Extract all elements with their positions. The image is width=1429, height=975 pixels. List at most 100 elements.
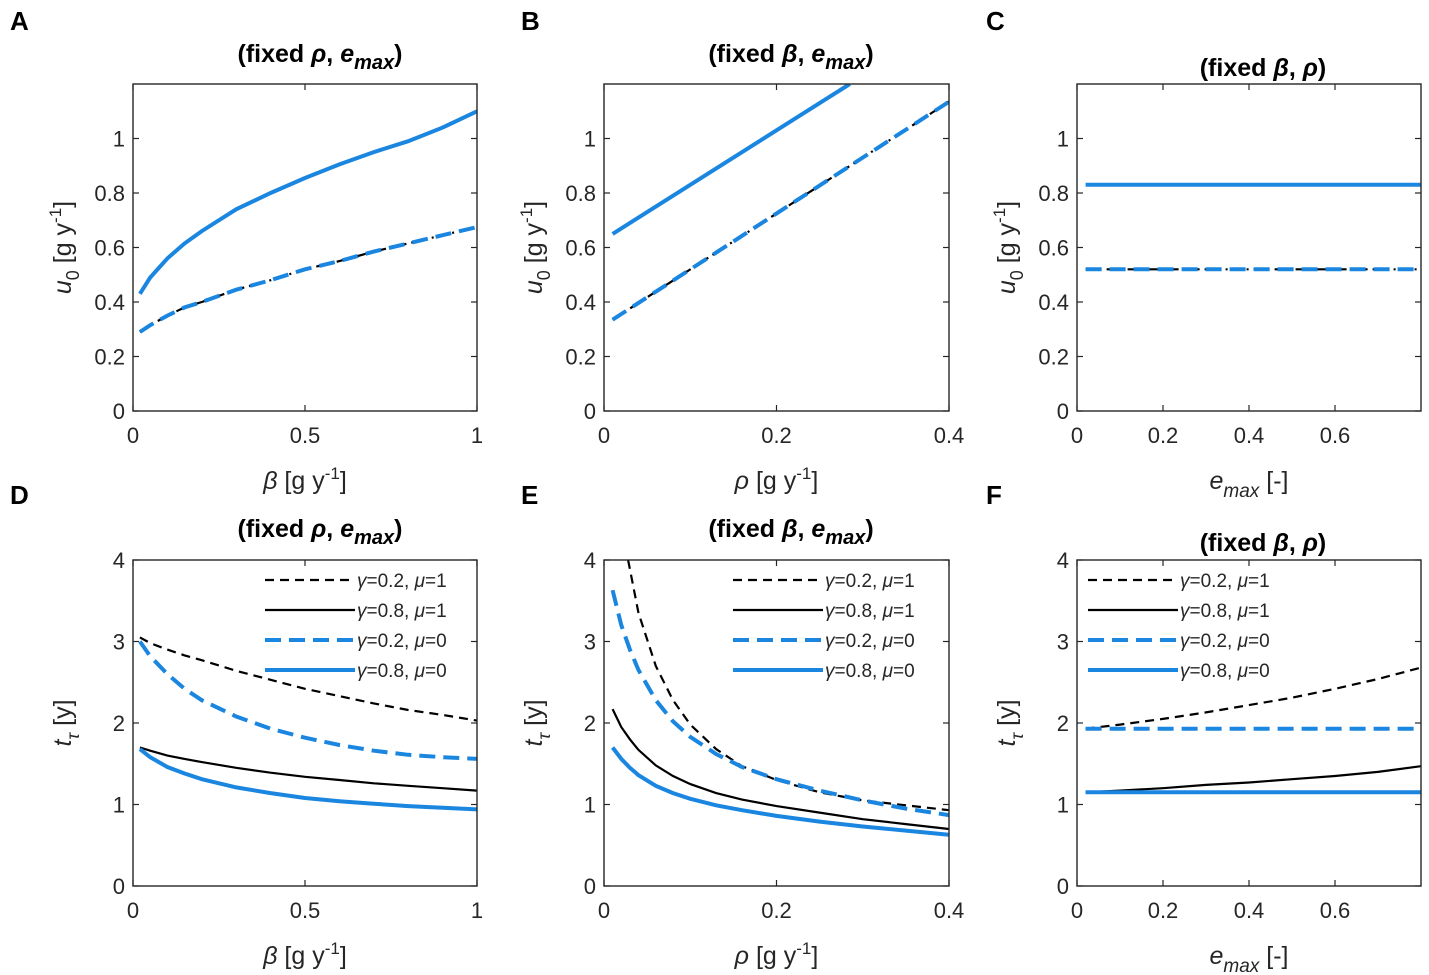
series-line-1 [611, 84, 851, 236]
x-tick-label: 0.2 [1148, 898, 1179, 923]
y-tick-label: 0 [113, 874, 125, 899]
series-line-1 [1085, 666, 1421, 730]
legend-label: γ=0.8, μ=1 [1180, 601, 1270, 622]
y-axis-label: u0 [g y-1] [990, 201, 1027, 294]
y-tick-label: 0.6 [1038, 236, 1069, 261]
panel-A: A (fixed ρ, emax) 0 0.5 1 0 0.2 0.4 0.6 0.8 1 β [g … [10, 6, 483, 495]
y-tick-label: 1 [1057, 127, 1069, 152]
chart-title: (fixed β, emax) [708, 515, 873, 549]
y-tick-label: 0.6 [94, 236, 125, 261]
legend-label: γ=0.8, μ=1 [357, 601, 447, 622]
x-tick-label: 0.2 [761, 898, 792, 923]
series-line-4 [138, 747, 477, 812]
x-tick-label: 0.4 [1234, 898, 1265, 923]
x-tick-label: 0 [1071, 898, 1083, 923]
x-axis-label: β [g y-1] [262, 464, 347, 495]
y-axis-label-group: tτ [y] [520, 699, 554, 746]
y-tick-label: 0 [1057, 399, 1069, 424]
x-tick-label: 0.4 [934, 423, 965, 448]
x-axis-label: β [g y-1] [262, 939, 347, 970]
series-line-3 [138, 640, 477, 761]
y-axis-label: tτ [y] [520, 699, 554, 746]
legend-label: γ=0.2, μ=0 [1180, 631, 1270, 652]
y-tick-label: 0.8 [565, 181, 596, 206]
x-axis-label: ρ [g y-1] [734, 939, 819, 970]
y-tick-label: 1 [584, 127, 596, 152]
legend-label: γ=0.2, μ=1 [357, 571, 447, 592]
y-tick-label: 0.2 [565, 345, 596, 370]
legend-label: γ=0.8, μ=0 [1180, 661, 1270, 682]
legend-label: γ=0.2, μ=0 [825, 631, 915, 652]
y-tick-label: 1 [113, 127, 125, 152]
panel-C: C (fixed β, ρ) 0 0.2 0.4 0.6 0 0.2 0.4 0.6 0.8 1 ema… [986, 6, 1422, 502]
y-tick-label: 0.2 [1038, 345, 1069, 370]
y-axis-label: u0 [g y-1] [517, 201, 554, 294]
series-line-2 [612, 100, 949, 321]
y-tick-label: 0.8 [1038, 181, 1069, 206]
y-tick-label: 3 [1057, 630, 1069, 655]
series-line-4 [611, 746, 949, 837]
y-tick-label: 0 [1057, 874, 1069, 899]
panel-D: D (fixed ρ, emax) 0 0.5 1 0 1 2 3 4 β [g y-1] tτ [y… [10, 480, 483, 970]
y-tick-label: 2 [1057, 711, 1069, 736]
chart-title: (fixed ρ, emax) [238, 40, 403, 74]
series-line-2 [611, 708, 949, 831]
y-tick-label: 1 [1057, 793, 1069, 818]
y-tick-label: 0.4 [94, 290, 125, 315]
x-tick-label: 0.5 [290, 898, 321, 923]
y-tick-label: 0.6 [565, 236, 596, 261]
axes-box [1076, 83, 1422, 412]
y-tick-label: 0.4 [565, 290, 596, 315]
series-line-2 [1085, 765, 1421, 794]
legend-label: γ=0.8, μ=1 [825, 601, 915, 622]
panel-F: F (fixed β, ρ) 0 0.2 0.4 0.6 0 1 2 3 4 emax [-] tτ [… [986, 480, 1422, 975]
y-axis-label: tτ [y] [49, 699, 83, 746]
y-tick-label: 0.2 [94, 345, 125, 370]
y-axis-label: tτ [y] [993, 699, 1027, 746]
x-tick-label: 1 [471, 898, 483, 923]
x-tick-label: 0.2 [1148, 423, 1179, 448]
x-tick-label: 0 [598, 898, 610, 923]
y-tick-label: 2 [113, 711, 125, 736]
series-line-3 [138, 225, 477, 334]
x-axis-label: ρ [g y-1] [734, 464, 819, 495]
chart-title: (fixed ρ, emax) [238, 515, 403, 549]
x-tick-label: 1 [471, 423, 483, 448]
y-tick-label: 0.4 [1038, 290, 1069, 315]
legend-label: γ=0.2, μ=1 [825, 571, 915, 592]
y-tick-label: 4 [1057, 548, 1069, 573]
y-tick-label: 4 [584, 548, 596, 573]
y-tick-label: 0 [113, 399, 125, 424]
y-tick-label: 0.8 [94, 181, 125, 206]
panel-letter: C [986, 6, 1005, 36]
x-tick-label: 0.4 [934, 898, 965, 923]
series-line-2 [139, 226, 477, 333]
y-axis-label-group: u0 [g y-1] [990, 201, 1027, 294]
panel-letter: B [521, 6, 540, 36]
series-line-1 [138, 109, 477, 295]
chart-title: (fixed β, ρ) [1200, 529, 1327, 557]
legend-label: γ=0.2, μ=1 [1180, 571, 1270, 592]
panel-letter: E [521, 480, 538, 510]
legend-label: γ=0.8, μ=0 [357, 661, 447, 682]
y-tick-label: 4 [113, 548, 125, 573]
y-tick-label: 0 [584, 399, 596, 424]
x-tick-label: 0.2 [761, 423, 792, 448]
x-tick-label: 0.6 [1320, 423, 1351, 448]
y-axis-label-group: u0 [g y-1] [46, 201, 83, 294]
panel-letter: F [986, 480, 1002, 510]
y-axis-label-group: tτ [y] [49, 699, 83, 746]
x-tick-label: 0.4 [1234, 423, 1265, 448]
chart-title: (fixed β, emax) [708, 40, 873, 74]
chart-title: (fixed β, ρ) [1200, 54, 1327, 82]
x-tick-label: 0.6 [1320, 898, 1351, 923]
y-axis-label: u0 [g y-1] [46, 201, 83, 294]
x-tick-label: 0 [598, 423, 610, 448]
y-tick-label: 1 [113, 793, 125, 818]
x-tick-label: 0 [127, 898, 139, 923]
y-tick-label: 2 [584, 711, 596, 736]
x-axis-label: emax [-] [1210, 942, 1289, 975]
y-tick-label: 3 [113, 630, 125, 655]
series-line-2 [139, 746, 477, 792]
